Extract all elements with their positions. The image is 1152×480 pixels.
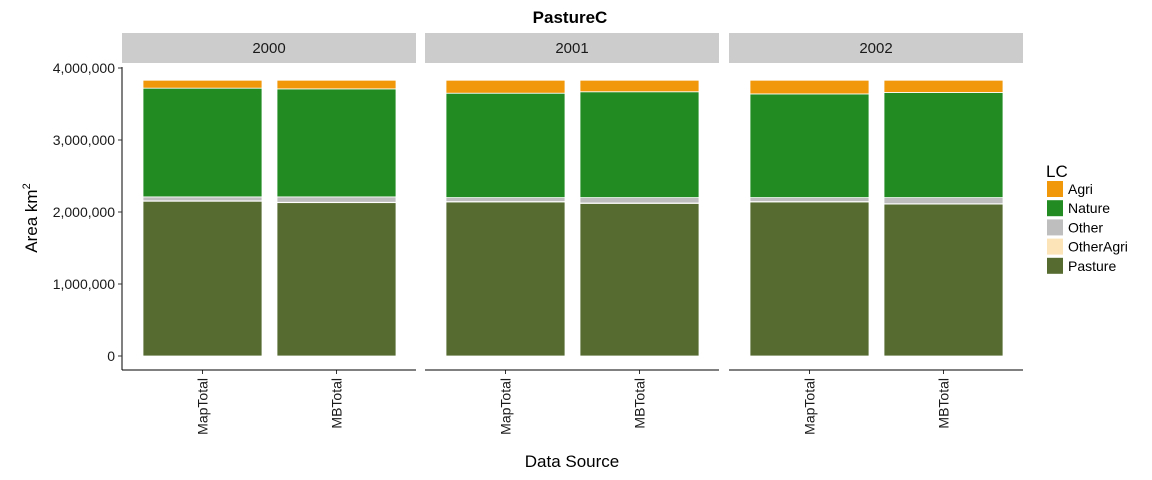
legend-item: OtherAgri xyxy=(1047,238,1128,255)
facet-panel: 2000 MapTotal MBTotal xyxy=(122,33,416,435)
bar-segment-nature xyxy=(445,92,566,198)
bar-segment-pasture xyxy=(749,201,870,357)
facet-strip xyxy=(729,33,1023,63)
bar-segment-nature xyxy=(883,92,1004,199)
bar-segment-nature xyxy=(142,87,263,198)
bar-segment-pasture xyxy=(445,201,566,357)
stacked-bar xyxy=(749,79,870,357)
x-tick-label: MBTotal xyxy=(936,378,952,429)
chart-title: PastureC xyxy=(533,8,608,27)
bar-segment-other xyxy=(579,197,700,204)
bar-segment-pasture xyxy=(276,202,397,357)
facet-strip xyxy=(425,33,719,63)
bar-segment-other xyxy=(142,196,263,202)
bar-segment-agri xyxy=(142,79,263,89)
facet-panel: 2002 MapTotal MBTotal xyxy=(729,33,1023,435)
y-tick-label: 4,000,000 xyxy=(53,60,115,76)
legend-label: OtherAgri xyxy=(1068,239,1128,255)
y-axis-label-text: Area km xyxy=(22,189,41,252)
bar-segment-other xyxy=(445,197,566,202)
x-tick-label: MBTotal xyxy=(329,378,345,429)
legend-swatch xyxy=(1047,238,1063,255)
bar-segment-pasture xyxy=(579,202,700,357)
facet-strip-label: 2001 xyxy=(555,40,588,57)
legend-title: LC xyxy=(1046,162,1068,181)
bar-segment-agri xyxy=(883,79,1004,93)
x-tick-label: MapTotal xyxy=(802,378,818,435)
bar-segment-other xyxy=(276,196,397,203)
legend-swatch xyxy=(1047,257,1063,274)
stacked-bar xyxy=(276,79,397,357)
stacked-bar xyxy=(579,79,700,357)
y-tick-label: 2,000,000 xyxy=(53,204,115,220)
stacked-bar xyxy=(142,79,263,357)
y-tick-label: 1,000,000 xyxy=(53,276,115,292)
y-tick-label: 3,000,000 xyxy=(53,132,115,148)
bar-segment-agri xyxy=(276,79,397,90)
facet-panel: 2001 MapTotal MBTotal xyxy=(425,33,719,435)
legend-label: Other xyxy=(1068,219,1103,235)
legend-swatch xyxy=(1047,219,1063,236)
legend-item: Pasture xyxy=(1047,257,1116,274)
x-tick-label: MapTotal xyxy=(195,378,211,435)
facet-strip-label: 2002 xyxy=(859,40,892,57)
stacked-bar xyxy=(883,79,1004,357)
x-tick-label: MBTotal xyxy=(632,378,648,429)
bar-segment-pasture xyxy=(142,200,263,357)
bar-segment-other xyxy=(883,197,1004,205)
y-axis-label-superscript: 2 xyxy=(21,183,33,189)
legend-label: Nature xyxy=(1068,200,1110,216)
bar-segment-agri xyxy=(579,79,700,93)
bar-segment-pasture xyxy=(883,203,1004,357)
bar-segment-agri xyxy=(445,79,566,94)
bar-segment-agri xyxy=(749,79,870,95)
legend-item: Nature xyxy=(1047,200,1110,217)
facet-strip-label: 2000 xyxy=(252,40,285,57)
legend-item: Agri xyxy=(1047,181,1093,197)
legend-swatch xyxy=(1047,200,1063,217)
stacked-bar xyxy=(445,79,566,357)
x-axis-label: Data Source xyxy=(525,452,620,471)
y-axis-label: Area km2 xyxy=(21,183,41,252)
legend-swatch xyxy=(1047,181,1063,197)
bar-segment-nature xyxy=(579,91,700,198)
facet-strip xyxy=(122,33,416,63)
x-tick-label: MapTotal xyxy=(498,378,514,435)
y-tick-label: 0 xyxy=(107,348,115,364)
y-axis: 0 1,000,000 2,000,000 3,000,000 4,000,000 xyxy=(53,60,123,370)
bar-segment-nature xyxy=(276,88,397,198)
legend-label: Pasture xyxy=(1068,258,1116,274)
legend-label: Agri xyxy=(1068,181,1093,197)
bar-segment-nature xyxy=(749,93,870,198)
legend-item: Other xyxy=(1047,219,1103,236)
bar-segment-other xyxy=(749,197,870,202)
